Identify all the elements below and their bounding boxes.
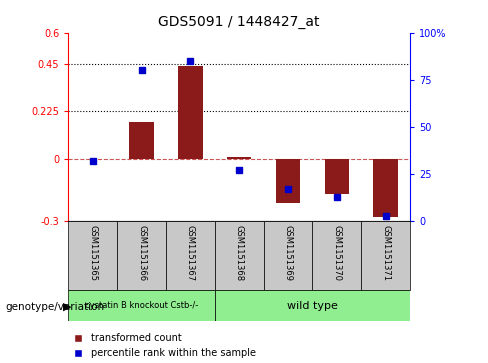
Text: GSM1151371: GSM1151371	[381, 225, 390, 281]
FancyBboxPatch shape	[361, 221, 410, 290]
Bar	[178, 66, 203, 159]
Text: GSM1151366: GSM1151366	[137, 225, 146, 281]
Bar	[129, 122, 154, 159]
FancyBboxPatch shape	[117, 221, 166, 290]
Title: GDS5091 / 1448427_at: GDS5091 / 1448427_at	[159, 15, 320, 29]
Text: GSM1151370: GSM1151370	[332, 225, 341, 281]
FancyBboxPatch shape	[215, 290, 410, 321]
Bar	[325, 159, 349, 194]
FancyBboxPatch shape	[166, 221, 215, 290]
Text: wild type: wild type	[287, 301, 338, 311]
Text: genotype/variation: genotype/variation	[5, 302, 104, 312]
Text: cystatin B knockout Cstb-/-: cystatin B knockout Cstb-/-	[85, 301, 198, 310]
FancyBboxPatch shape	[68, 221, 117, 290]
Legend: transformed count, percentile rank within the sample: transformed count, percentile rank withi…	[73, 333, 256, 358]
Text: GSM1151367: GSM1151367	[186, 225, 195, 281]
Text: ▶: ▶	[63, 302, 72, 312]
FancyBboxPatch shape	[215, 221, 264, 290]
Text: GSM1151369: GSM1151369	[284, 225, 292, 281]
FancyBboxPatch shape	[264, 221, 312, 290]
Text: GSM1151365: GSM1151365	[88, 225, 97, 281]
Bar	[373, 159, 398, 217]
Bar	[276, 159, 300, 203]
FancyBboxPatch shape	[68, 290, 215, 321]
Bar	[227, 158, 251, 159]
FancyBboxPatch shape	[312, 221, 361, 290]
Text: GSM1151368: GSM1151368	[235, 225, 244, 281]
